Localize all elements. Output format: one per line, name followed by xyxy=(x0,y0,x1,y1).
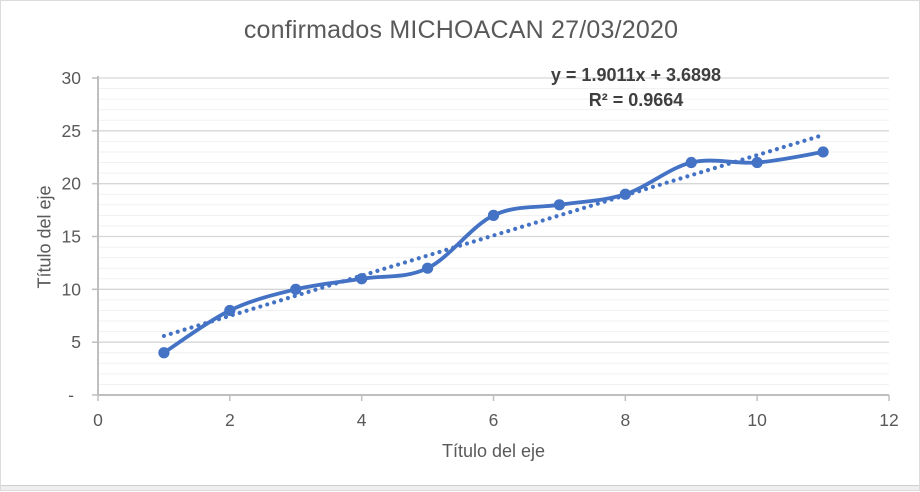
x-tick-label: 12 xyxy=(879,410,898,430)
x-tick-label: 0 xyxy=(93,410,103,430)
data-point-marker xyxy=(685,156,697,169)
x-axis-title: Título del eje xyxy=(441,441,546,461)
data-point-marker xyxy=(817,146,829,158)
x-tick-label: 4 xyxy=(357,410,367,430)
data-point-marker xyxy=(290,283,302,295)
bottom-strip xyxy=(1,485,919,490)
y-tick-label: 10 xyxy=(62,279,82,299)
data-point-marker xyxy=(487,209,500,221)
y-tick-label: 15 xyxy=(62,227,81,247)
trendline xyxy=(161,132,826,339)
x-tick-label: 6 xyxy=(489,410,499,430)
y-tick-label: 30 xyxy=(62,68,82,88)
data-point-marker xyxy=(356,273,368,285)
y-tick-label: 25 xyxy=(62,121,81,141)
data-point-marker xyxy=(224,304,236,317)
trendline-equation: y = 1.9011x + 3.6898 xyxy=(550,65,722,85)
data-point-marker xyxy=(158,347,170,359)
trendline-annotation: y = 1.9011x + 3.6898 R² = 0.9664 xyxy=(496,63,776,113)
chart-title: confirmados MICHOACAN 27/03/2020 xyxy=(243,16,679,44)
data-point-marker xyxy=(619,188,631,200)
y-axis-title: Título del eje xyxy=(34,185,55,289)
data-point-marker xyxy=(553,199,566,211)
y-tick-label: 20 xyxy=(62,174,82,194)
y-tick-label: 5 xyxy=(71,332,81,352)
series-line xyxy=(162,150,825,355)
x-tick-label: 8 xyxy=(620,410,630,430)
x-tick-label: 10 xyxy=(747,410,767,430)
y-tick-label: - xyxy=(68,385,74,405)
data-point-marker xyxy=(421,262,434,274)
data-point-marker xyxy=(751,156,763,169)
x-tick-label: 2 xyxy=(225,410,235,430)
r-squared-label: R² = 0.9664 xyxy=(588,90,684,110)
